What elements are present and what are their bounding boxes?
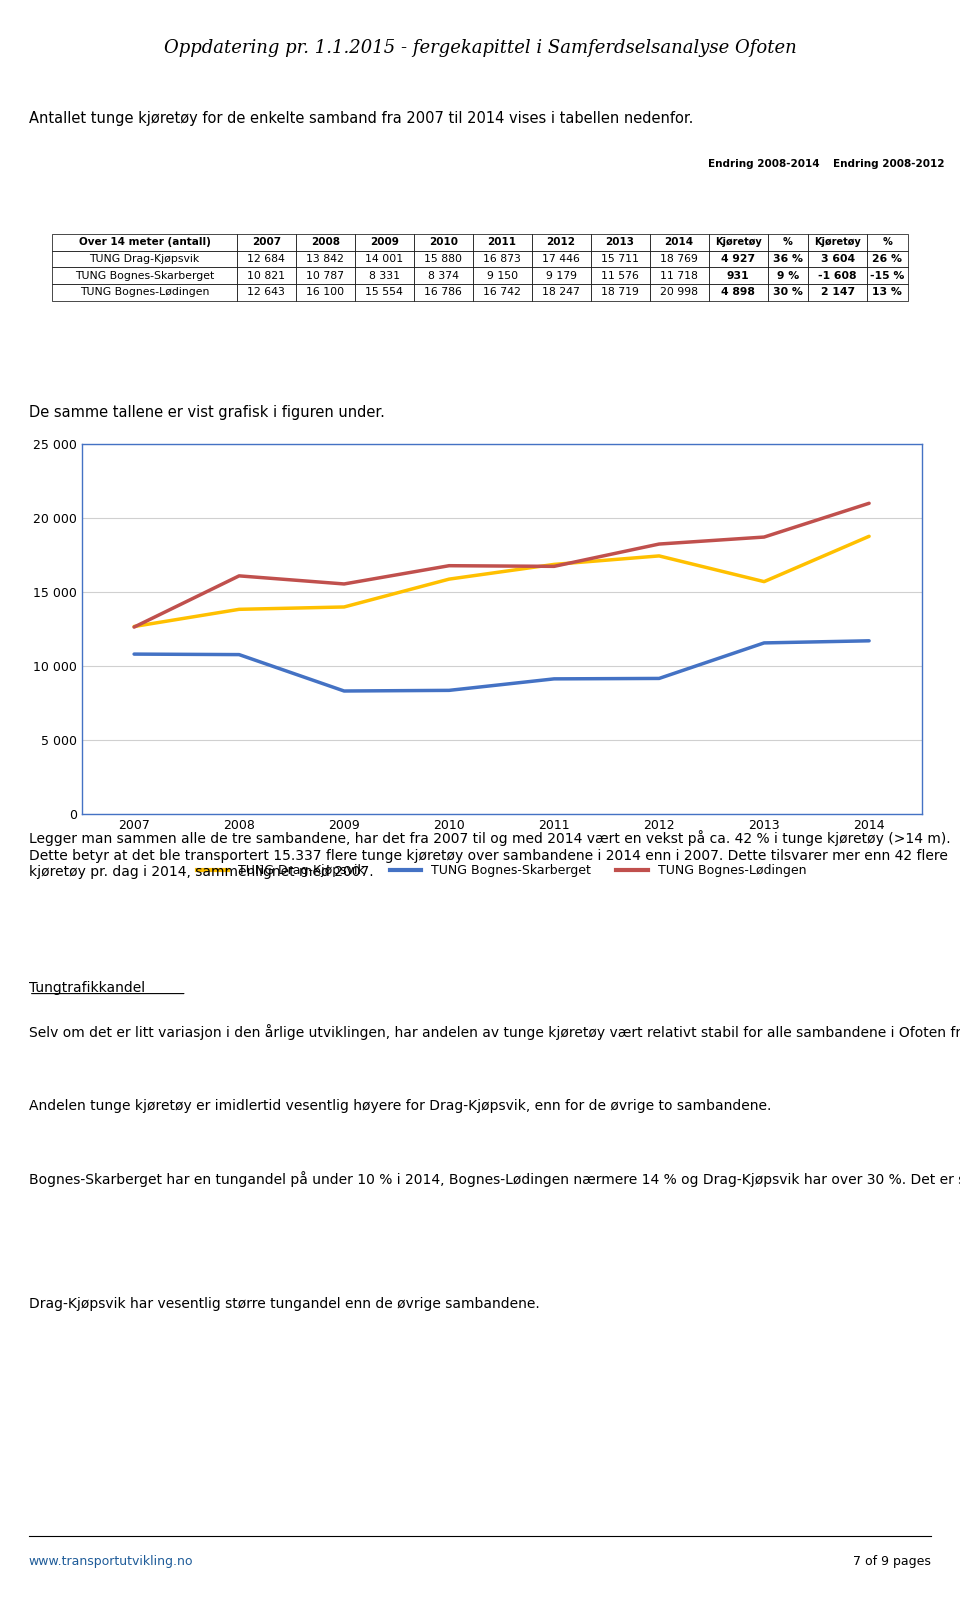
Text: 7 of 9 pages: 7 of 9 pages <box>853 1555 931 1568</box>
Text: Bognes-Skarberget har en tungandel på under 10 % i 2014, Bognes-Lødingen nærmere: Bognes-Skarberget har en tungandel på un… <box>29 1171 960 1187</box>
Text: Endring 2008-2014: Endring 2008-2014 <box>708 158 820 169</box>
Text: www.transportutvikling.no: www.transportutvikling.no <box>29 1555 193 1568</box>
Text: Antallet tunge kjøretøy for de enkelte samband fra 2007 til 2014 vises i tabelle: Antallet tunge kjøretøy for de enkelte s… <box>29 110 693 126</box>
Text: Tungtrafikkandel: Tungtrafikkandel <box>29 981 145 995</box>
Text: Oppdatering pr. 1.1.2015 - fergekapittel i Samferdselsanalyse Ofoten: Oppdatering pr. 1.1.2015 - fergekapittel… <box>163 38 797 57</box>
Text: De samme tallene er vist grafisk i figuren under.: De samme tallene er vist grafisk i figur… <box>29 404 385 420</box>
Text: Selv om det er litt variasjon i den årlige utviklingen, har andelen av tunge kjø: Selv om det er litt variasjon i den årli… <box>29 1024 960 1040</box>
Text: Drag-Kjøpsvik har vesentlig større tungandel enn de øvrige sambandene.: Drag-Kjøpsvik har vesentlig større tunga… <box>29 1297 540 1311</box>
Text: Endring 2008-2012: Endring 2008-2012 <box>833 158 945 169</box>
Legend: TUNG Drag-Kjøpsvik, TUNG Bognes-Skarberget, TUNG Bognes-Lødingen: TUNG Drag-Kjøpsvik, TUNG Bognes-Skarberg… <box>192 859 811 882</box>
Text: Legger man sammen alle de tre sambandene, har det fra 2007 til og med 2014 vært : Legger man sammen alle de tre sambandene… <box>29 830 950 878</box>
Text: Andelen tunge kjøretøy er imidlertid vesentlig høyere for Drag-Kjøpsvik, enn for: Andelen tunge kjøretøy er imidlertid ves… <box>29 1099 771 1113</box>
